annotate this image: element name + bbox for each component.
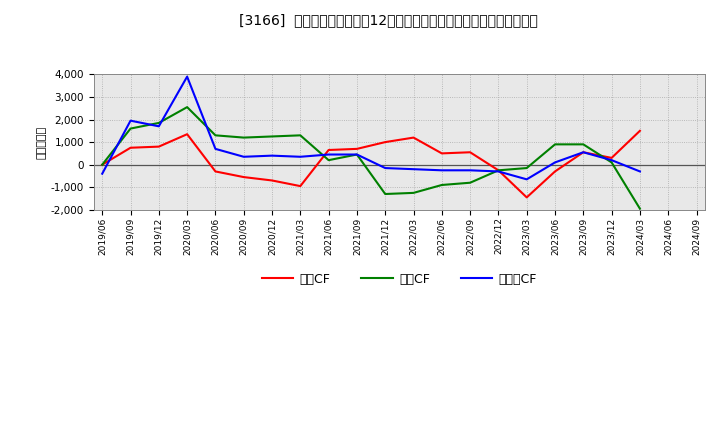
Line: フリーCF: フリーCF: [102, 77, 640, 180]
フリーCF: [579, 150, 588, 155]
投資CF: [523, 165, 531, 171]
フリーCF: [126, 118, 135, 123]
フリーCF: [353, 152, 361, 157]
営業CF: [551, 169, 559, 174]
営業CF: [240, 174, 248, 180]
営業CF: [523, 195, 531, 200]
営業CF: [607, 155, 616, 161]
投資CF: [438, 182, 446, 187]
営業CF: [126, 145, 135, 150]
営業CF: [438, 151, 446, 156]
投資CF: [98, 162, 107, 167]
営業CF: [409, 135, 418, 140]
フリーCF: [381, 165, 390, 171]
営業CF: [98, 162, 107, 167]
フリーCF: [240, 154, 248, 159]
営業CF: [466, 150, 474, 155]
投資CF: [268, 134, 276, 139]
投資CF: [636, 206, 644, 211]
フリーCF: [296, 154, 305, 159]
営業CF: [579, 150, 588, 155]
営業CF: [183, 132, 192, 137]
投資CF: [183, 104, 192, 110]
フリーCF: [98, 171, 107, 176]
Line: 投資CF: 投資CF: [102, 107, 640, 209]
Y-axis label: （百万円）: （百万円）: [37, 125, 47, 159]
営業CF: [636, 128, 644, 133]
営業CF: [494, 168, 503, 173]
営業CF: [155, 144, 163, 149]
投資CF: [155, 120, 163, 125]
フリーCF: [268, 153, 276, 158]
営業CF: [381, 139, 390, 145]
投資CF: [494, 168, 503, 173]
投資CF: [409, 190, 418, 195]
フリーCF: [551, 160, 559, 165]
投資CF: [466, 180, 474, 185]
フリーCF: [466, 168, 474, 173]
フリーCF: [183, 74, 192, 79]
営業CF: [211, 169, 220, 174]
営業CF: [353, 146, 361, 151]
投資CF: [211, 133, 220, 138]
フリーCF: [607, 158, 616, 163]
投資CF: [126, 126, 135, 131]
投資CF: [551, 142, 559, 147]
投資CF: [381, 191, 390, 197]
営業CF: [296, 183, 305, 189]
フリーCF: [438, 168, 446, 173]
Text: [3166]  キャッシュフローの12か月移動合計の対前年同期増減額の推移: [3166] キャッシュフローの12か月移動合計の対前年同期増減額の推移: [239, 13, 539, 27]
投資CF: [324, 158, 333, 163]
Line: 営業CF: 営業CF: [102, 131, 640, 198]
フリーCF: [523, 177, 531, 182]
投資CF: [579, 142, 588, 147]
フリーCF: [636, 169, 644, 174]
フリーCF: [155, 124, 163, 129]
フリーCF: [324, 152, 333, 157]
投資CF: [240, 135, 248, 140]
フリーCF: [211, 146, 220, 151]
営業CF: [268, 178, 276, 183]
フリーCF: [494, 169, 503, 174]
フリーCF: [409, 167, 418, 172]
Legend: 営業CF, 投資CF, フリーCF: 営業CF, 投資CF, フリーCF: [257, 268, 542, 290]
投資CF: [607, 160, 616, 165]
投資CF: [353, 152, 361, 157]
営業CF: [324, 147, 333, 153]
投資CF: [296, 133, 305, 138]
